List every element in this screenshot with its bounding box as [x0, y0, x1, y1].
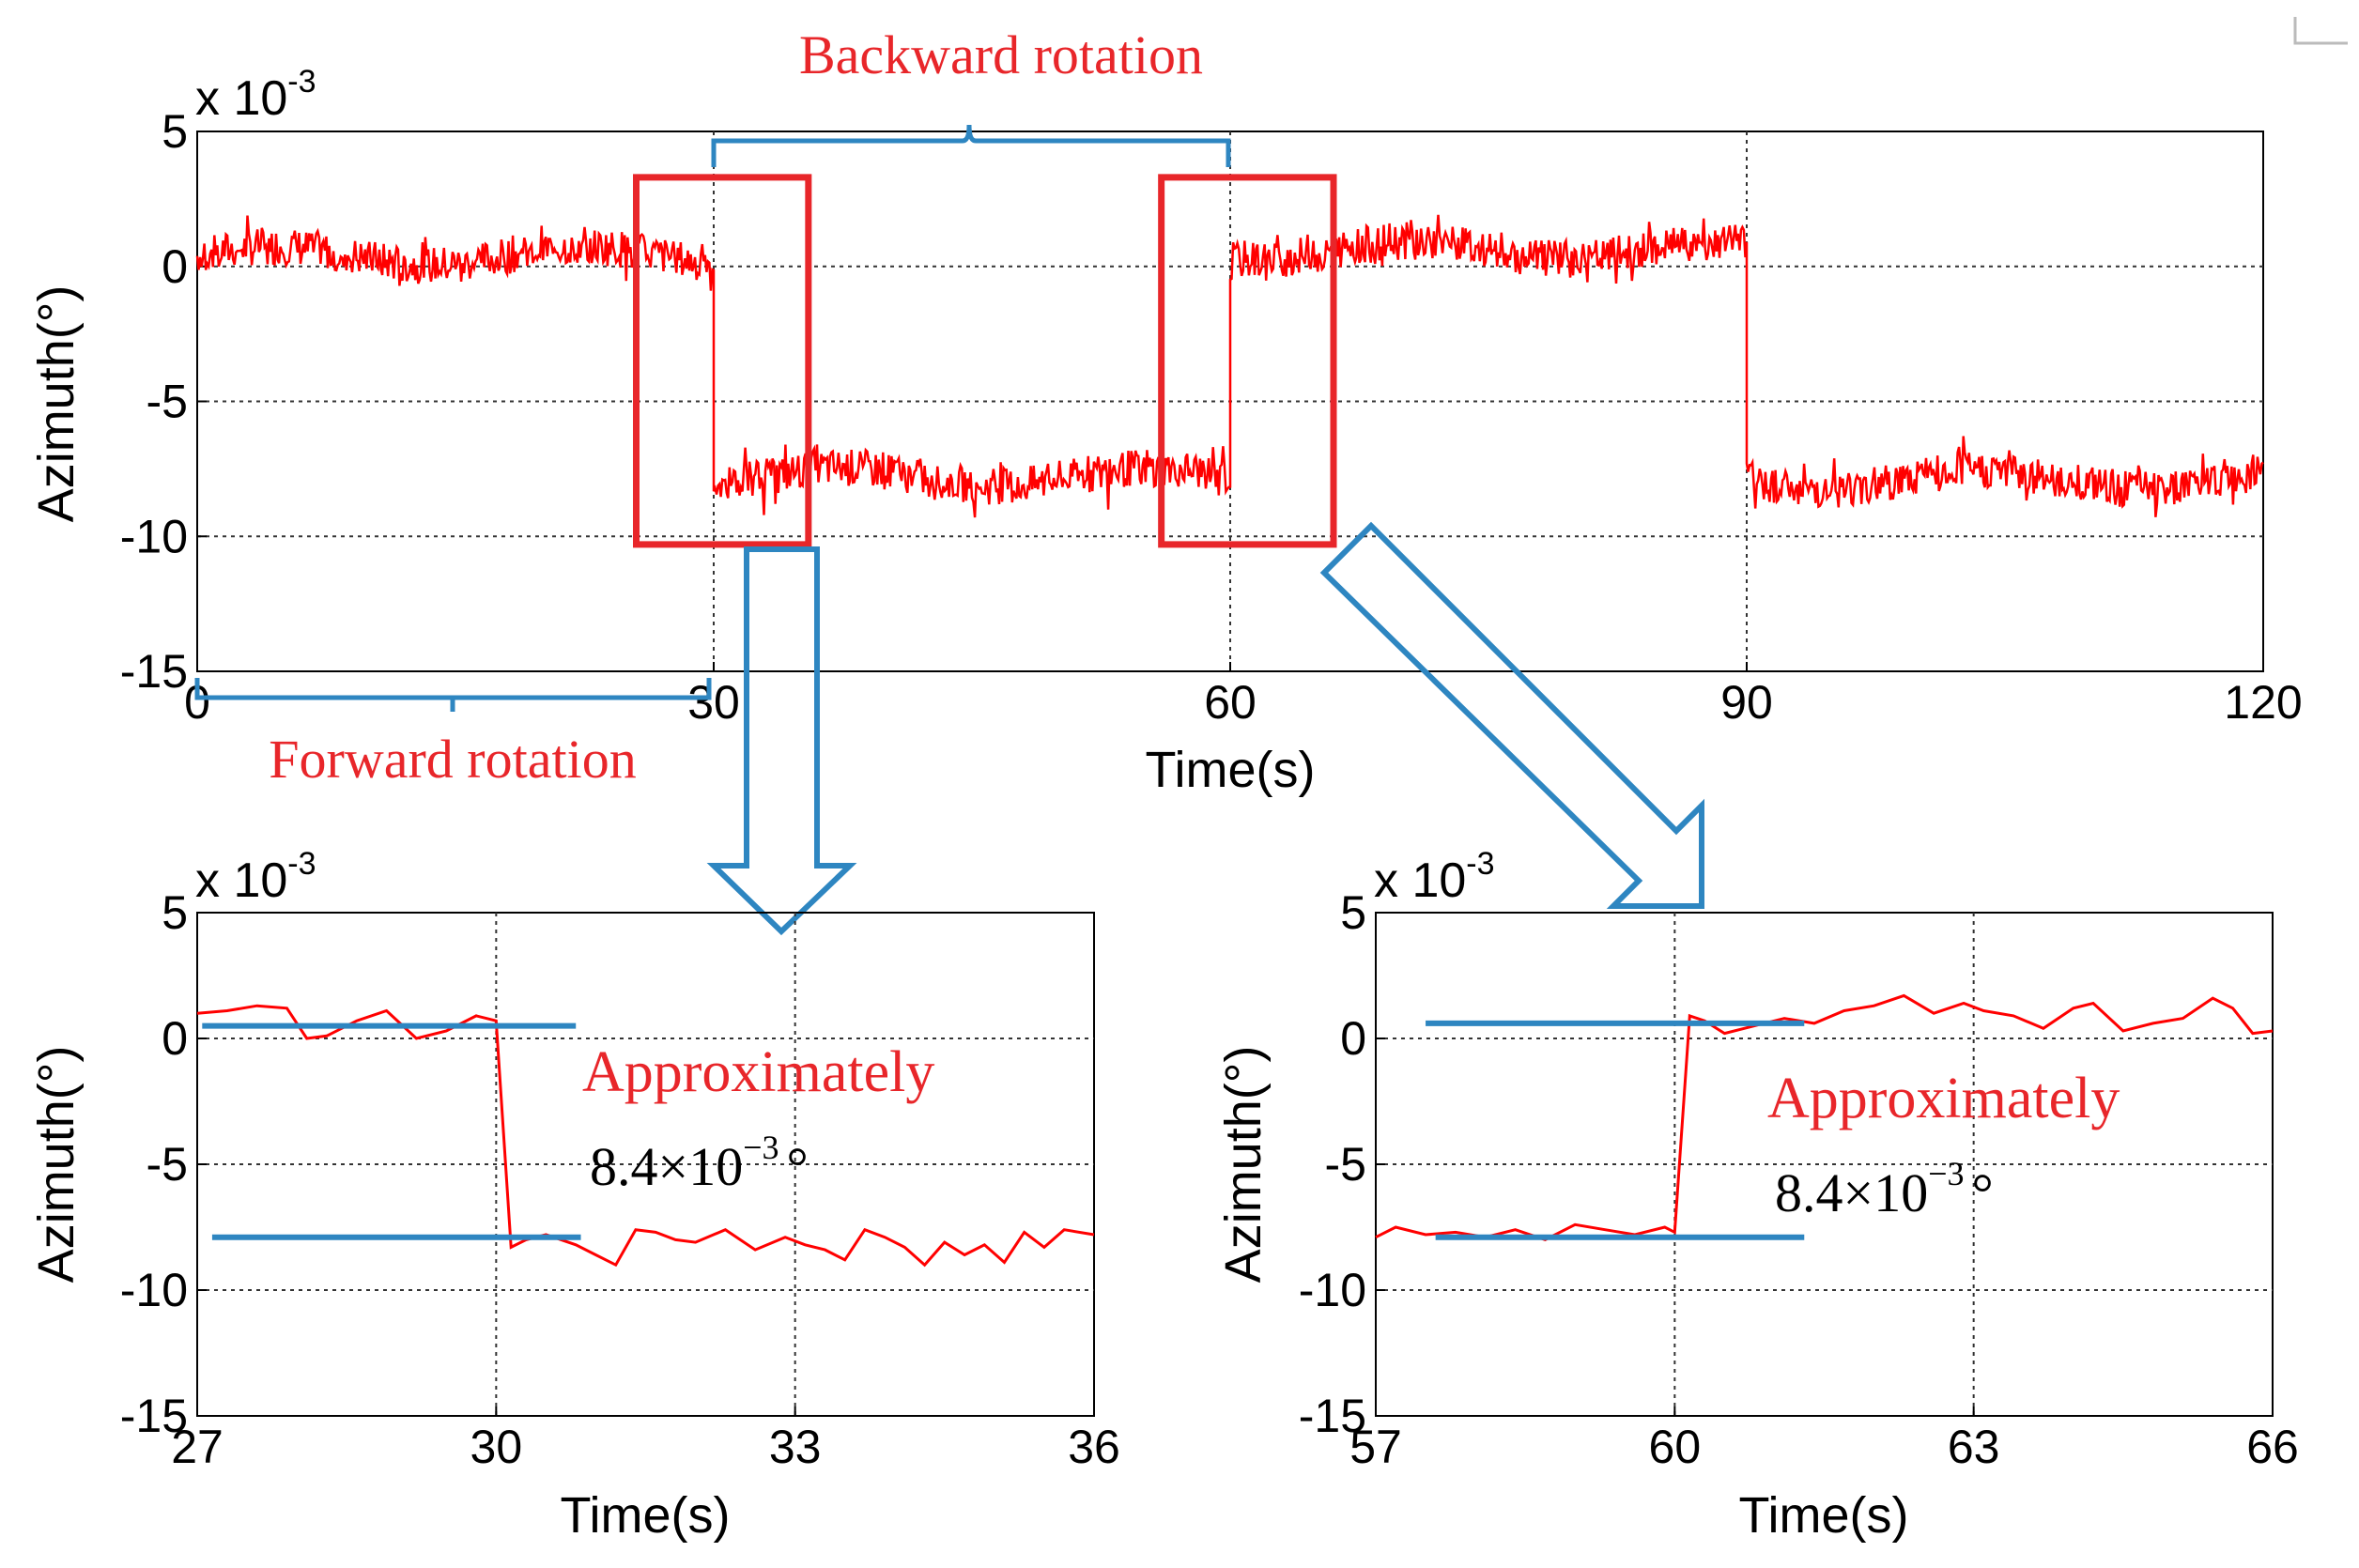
main-y-tick-label: -15 [120, 645, 188, 698]
zoom-left-y-tick-label: -10 [120, 1264, 188, 1316]
down-arrow-right [1319, 521, 1704, 909]
backward-rotation-label: Backward rotation [799, 24, 1203, 85]
zoom-right-y-tick-label: 5 [1340, 886, 1366, 939]
zoom-left-y-tick-label: -5 [146, 1138, 188, 1191]
zoom-right-chart: 57 60 63 66 5 0 -5 -10 -15 x 10-3 Time(s) Azimut… [1215, 846, 2299, 1544]
forward-rotation-bracket [194, 678, 712, 712]
zoom-left-x-axis-label: Time(s) [561, 1487, 731, 1544]
zoom-right-y-axis-label: Azimuth(°) [1215, 1046, 1272, 1284]
down-arrow-left [706, 546, 857, 936]
backward-rotation-bracket [711, 124, 1231, 167]
zoom-right-x-tick-label: 60 [1649, 1421, 1702, 1473]
zoom-left-y-tick-label: 0 [162, 1012, 188, 1065]
zoom-right-y-tick-label: -5 [1325, 1138, 1366, 1191]
zoom-right-annotation-value: 8.4×10−3 ° [1775, 1155, 1994, 1223]
highlight-box-1 [633, 174, 812, 548]
zoom-right-y-tick-label: 0 [1340, 1012, 1366, 1065]
main-highlight-boxes [633, 174, 1337, 548]
corner-mark [2293, 17, 2348, 45]
main-x-tick-label: 90 [1720, 676, 1773, 729]
zoom-left-annotation-text: Approximately [582, 1040, 934, 1104]
zoom-left-ticks: 27 30 33 36 5 0 -5 -10 -15 [120, 886, 1120, 1473]
zoom-left-x-tick-label: 36 [1068, 1421, 1120, 1473]
zoom-left-x-tick-label: 27 [171, 1421, 224, 1473]
main-y-tick-label: 5 [162, 105, 188, 158]
zoom-right-exponent-label: x 10-3 [1374, 846, 1495, 908]
zoom-left-y-tick-label: 5 [162, 886, 188, 939]
main-x-tick-label: 60 [1204, 676, 1257, 729]
main-x-tick-label: 120 [2224, 676, 2302, 729]
zoom-left-grid [197, 913, 1094, 1416]
main-series-line [195, 214, 2264, 518]
forward-rotation-label: Forward rotation [269, 729, 636, 790]
zoom-right-ticks: 57 60 63 66 5 0 -5 -10 -15 [1299, 886, 2299, 1473]
zoom-right-x-tick-label: 66 [2246, 1421, 2299, 1473]
main-x-tick-label: 30 [687, 676, 740, 729]
main-y-tick-label: -5 [146, 376, 188, 428]
zoom-left-y-axis-label: Azimuth(°) [28, 1046, 85, 1284]
zoom-left-y-tick-label: -15 [120, 1390, 188, 1442]
zoom-right-x-axis-label: Time(s) [1739, 1487, 1909, 1544]
zoom-left-exponent-label: x 10-3 [195, 846, 316, 908]
zoom-right-y-tick-label: -15 [1299, 1390, 1366, 1442]
zoom-right-x-tick-label: 57 [1349, 1421, 1402, 1473]
zoom-right-grid [1376, 913, 2273, 1416]
zoom-right-reference-lines [1426, 1020, 1805, 1240]
zoom-left-x-tick-label: 30 [470, 1421, 523, 1473]
zoom-left-x-tick-label: 33 [769, 1421, 822, 1473]
zoom-left-reference-lines [202, 1022, 581, 1240]
highlight-box-2 [1158, 174, 1337, 548]
zoom-left-annotation-value: 8.4×10−3 ° [590, 1129, 809, 1197]
zoom-right-y-tick-label: -10 [1299, 1264, 1366, 1316]
zoom-left-chart: 27 30 33 36 5 0 -5 -10 -15 x 10-3 Time(s) Azimut… [28, 846, 1120, 1544]
zoom-right-x-tick-label: 63 [1948, 1421, 2000, 1473]
main-x-axis-label: Time(s) [1146, 742, 1316, 798]
zoom-right-annotation-text: Approximately [1767, 1067, 2120, 1130]
main-exponent-label: x 10-3 [195, 64, 316, 126]
main-y-tick-label: -10 [120, 510, 188, 562]
main-y-tick-label: 0 [162, 240, 188, 293]
main-y-axis-label: Azimuth(°) [28, 285, 85, 523]
zoom-left-series-line [196, 1004, 1095, 1268]
